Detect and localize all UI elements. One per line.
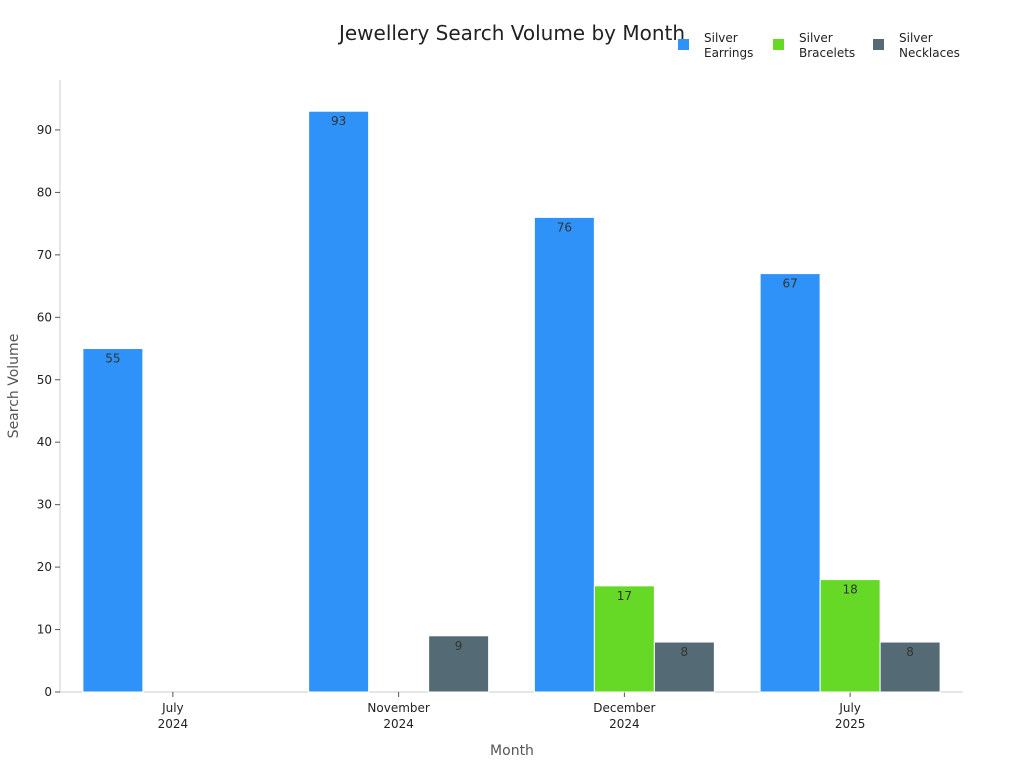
y-tick-label: 30 bbox=[37, 498, 52, 512]
bar bbox=[308, 110, 370, 693]
y-tick-label: 20 bbox=[37, 560, 52, 574]
y-tick-label: 70 bbox=[37, 248, 52, 262]
x-axis: July 2024 November 2024 December 2024 July 2025 bbox=[60, 691, 963, 731]
bar bbox=[533, 216, 595, 693]
y-axis: 0 10 20 30 40 50 60 70 80 90 bbox=[37, 80, 61, 699]
chart-title: Jewellery Search Volume by Month bbox=[337, 21, 685, 45]
legend-item: Silver Necklaces bbox=[873, 31, 960, 60]
data-label: 18 bbox=[842, 583, 857, 597]
legend-item: Silver Earrings bbox=[678, 31, 753, 60]
x-tick-label: July 2024 bbox=[158, 701, 189, 731]
legend-item: Silver Bracelets bbox=[773, 31, 855, 60]
legend-label: Silver Earrings bbox=[704, 31, 753, 60]
legend-swatch bbox=[873, 39, 884, 50]
y-tick-label: 50 bbox=[37, 373, 52, 387]
data-label: 9 bbox=[455, 639, 463, 653]
bar bbox=[428, 635, 490, 693]
data-label: 17 bbox=[617, 589, 632, 603]
y-axis-label: Search Volume bbox=[6, 334, 22, 439]
bar bbox=[759, 273, 821, 693]
y-tick-label: 80 bbox=[37, 185, 52, 199]
x-axis-label: Month bbox=[490, 743, 534, 759]
x-tick-label: November 2024 bbox=[367, 701, 429, 731]
legend-label: Silver Bracelets bbox=[799, 31, 855, 60]
y-tick-label: 90 bbox=[37, 123, 52, 137]
bar bbox=[653, 641, 715, 693]
bar bbox=[82, 348, 144, 693]
data-labels: 55 93 9 76 17 8 67 18 8 bbox=[105, 114, 914, 659]
x-tick-label: December 2024 bbox=[593, 701, 655, 731]
bars bbox=[82, 110, 941, 693]
legend: Silver Earrings Silver Bracelets Silver Neckl… bbox=[678, 31, 960, 60]
data-label: 8 bbox=[681, 645, 689, 659]
y-tick-label: 40 bbox=[37, 435, 52, 449]
bar bbox=[819, 579, 881, 693]
data-label: 55 bbox=[105, 352, 120, 366]
legend-swatch bbox=[678, 39, 689, 50]
y-tick-label: 0 bbox=[44, 685, 52, 699]
y-tick-label: 60 bbox=[37, 310, 52, 324]
x-tick-label: July 2025 bbox=[835, 701, 866, 731]
data-label: 8 bbox=[906, 645, 914, 659]
data-label: 67 bbox=[782, 277, 797, 291]
data-label: 93 bbox=[331, 114, 346, 128]
data-label: 76 bbox=[557, 220, 572, 234]
bar bbox=[593, 585, 655, 693]
y-tick-label: 10 bbox=[37, 623, 52, 637]
legend-swatch bbox=[773, 39, 784, 50]
bar bbox=[879, 641, 941, 693]
legend-label: Silver Necklaces bbox=[899, 31, 960, 60]
